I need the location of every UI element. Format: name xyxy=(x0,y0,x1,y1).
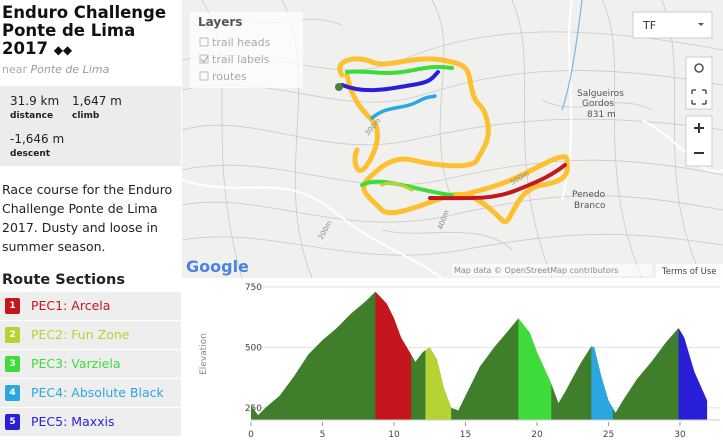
section-name: PEC5: Maxxis xyxy=(31,414,115,429)
elevation-area xyxy=(251,291,708,420)
layer-label[interactable]: routes xyxy=(212,70,247,83)
section-name: PEC1: Arcela xyxy=(31,298,111,313)
elevation-chart: Elevation 250 500 750 0 5 10 15 20 25 30 xyxy=(199,283,720,440)
checkbox[interactable] xyxy=(199,37,209,47)
y-tick-label: 500 xyxy=(245,343,262,353)
layers-title: Layers xyxy=(198,15,242,29)
section-badge: 4 xyxy=(5,385,20,401)
y-axis-label: Elevation xyxy=(199,333,209,375)
routes xyxy=(337,56,570,225)
x-tick-label: 20 xyxy=(531,430,543,440)
place-link[interactable]: Ponte de Lima xyxy=(30,63,110,76)
stat-value: 1,647 m xyxy=(72,94,122,108)
stat-label: descent xyxy=(10,149,51,159)
sidebar: Enduro Challenge Ponte de Lima 2017 ◆◆ n… xyxy=(0,0,181,441)
place-label: Gordos xyxy=(582,99,614,109)
section-item[interactable]: 5 PEC5: Maxxis xyxy=(0,408,181,437)
section-item[interactable]: 1 PEC1: Arcela xyxy=(0,292,181,321)
attribution[interactable]: Map data © OpenStreetMap contributors xyxy=(454,266,618,275)
stat-value: 31.9 km xyxy=(10,94,60,108)
section-area xyxy=(591,346,613,420)
stat-label: distance xyxy=(10,111,54,121)
layers-panel: Layers trail heads trail labels routes xyxy=(190,12,303,88)
stat-label: climb xyxy=(72,111,100,121)
section-badge: 3 xyxy=(5,356,20,372)
section-item[interactable]: 4 PEC4: Absolute Black xyxy=(0,379,181,408)
section-badge: 2 xyxy=(5,327,20,343)
near-text: near xyxy=(2,63,28,76)
checkbox[interactable] xyxy=(199,71,209,81)
layer-label[interactable]: trail heads xyxy=(212,36,271,49)
x-tick-label: 30 xyxy=(674,430,686,440)
section-item[interactable]: 2 PEC2: Fun Zone xyxy=(0,321,181,350)
section-badge: 5 xyxy=(5,414,20,430)
title-text: Enduro Challenge Ponte de Lima 2017 xyxy=(2,3,167,58)
place-label: Salgueiros xyxy=(577,89,624,99)
x-tick-label: 25 xyxy=(603,430,614,440)
section-area xyxy=(425,347,452,420)
x-tick-label: 15 xyxy=(460,430,471,440)
section-name: PEC4: Absolute Black xyxy=(31,385,164,400)
map-buttons[interactable] xyxy=(685,56,713,167)
check xyxy=(200,55,209,63)
place-label: Branco xyxy=(574,201,606,211)
trailhead-pin[interactable] xyxy=(335,83,343,91)
google-logo: Google xyxy=(186,257,249,276)
checkbox[interactable] xyxy=(199,54,209,64)
section-area xyxy=(678,328,708,420)
section-name: PEC2: Fun Zone xyxy=(31,327,130,342)
stream xyxy=(561,0,583,111)
description: Race course for the Enduro Challenge Pon… xyxy=(2,182,173,254)
y-tick-label: 750 xyxy=(245,283,262,293)
x-tick-label: 0 xyxy=(248,430,254,440)
section-name: PEC3: Varziela xyxy=(31,356,121,371)
attribution-bg xyxy=(452,264,652,276)
select-value: TF xyxy=(642,19,656,32)
route-title: Enduro Challenge Ponte de Lima 2017 ◆◆ xyxy=(2,4,182,59)
stat-value: -1,646 m xyxy=(10,132,65,146)
stats: 31.9 km distance 1,647 m climb -1,646 m … xyxy=(0,86,181,166)
terms-link[interactable]: Terms of Use xyxy=(661,267,717,277)
caret xyxy=(698,23,704,26)
y-tick-label: 250 xyxy=(245,404,262,414)
section-badge: 1 xyxy=(5,298,20,314)
sections-title: Route Sections xyxy=(2,272,125,288)
place-label: Penedo xyxy=(572,190,606,200)
section-item[interactable]: 3 PEC3: Varziela xyxy=(0,350,181,379)
section-area xyxy=(375,291,412,420)
difficulty-icon: ◆◆ xyxy=(53,43,73,57)
layer-label[interactable]: trail labels xyxy=(212,53,270,66)
terms-bg xyxy=(656,264,723,278)
section-area xyxy=(518,318,552,420)
map[interactable]: Salgueiros Gordos 831 m Penedo Branco 30… xyxy=(182,0,723,278)
place-label: 831 m xyxy=(587,110,616,120)
near: near Ponte de Lima xyxy=(2,63,109,76)
basemap-select[interactable]: TF xyxy=(632,11,713,39)
x-tick-label: 5 xyxy=(320,430,326,440)
x-tick-label: 10 xyxy=(388,430,400,440)
